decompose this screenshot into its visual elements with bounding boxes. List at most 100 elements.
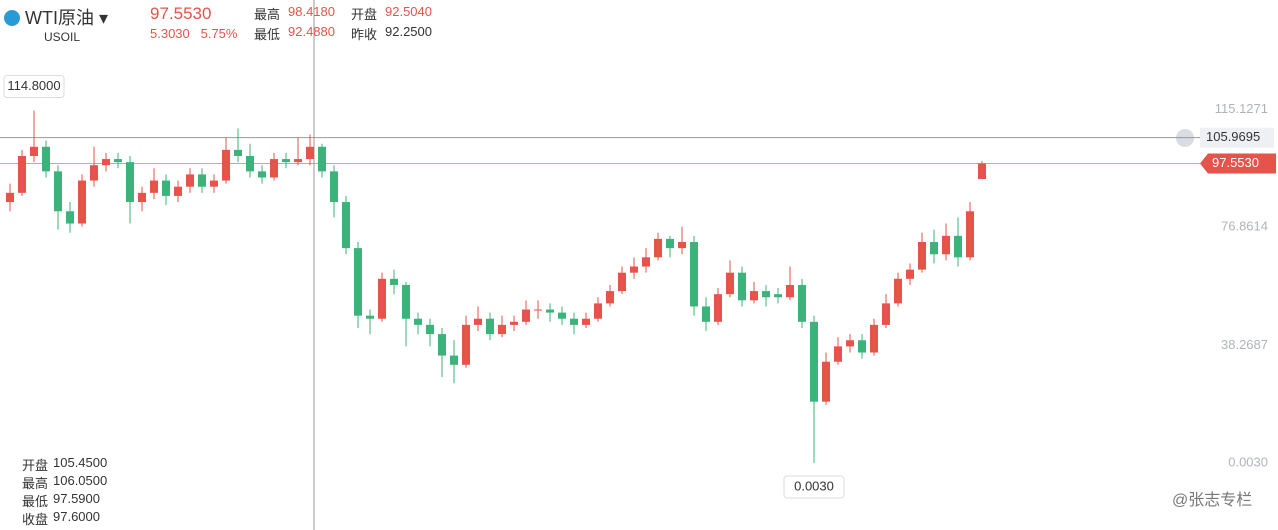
y-tick-label: 115.1271 — [1215, 101, 1268, 116]
stat-label: 开盘 — [351, 7, 378, 22]
candle-body — [534, 309, 542, 311]
candle-body — [102, 159, 110, 166]
ohlc-label: 最低 — [22, 494, 49, 509]
candle-body — [306, 146, 314, 160]
candle-body — [6, 192, 14, 203]
crosshair-price-box — [1200, 127, 1274, 148]
candle-body — [690, 241, 698, 307]
change: 5.3030 5.75% — [150, 26, 237, 41]
candle-body — [18, 155, 26, 193]
candle-body — [606, 291, 614, 304]
candle-body — [810, 321, 818, 402]
candle-body — [366, 315, 374, 319]
candle-body — [846, 340, 854, 347]
candle-body — [738, 272, 746, 301]
candle-body — [378, 278, 386, 319]
candle-body — [330, 171, 338, 203]
candle-body — [258, 171, 266, 178]
candle-body — [342, 202, 350, 249]
price-tag — [1200, 153, 1276, 174]
candle-body — [78, 180, 86, 224]
extreme-label-box — [783, 475, 845, 499]
stat-label: 最高 — [254, 7, 281, 22]
stat-label: 最低 — [254, 27, 281, 42]
candle-body — [246, 155, 254, 172]
candle-body — [978, 163, 986, 180]
candle-body — [402, 284, 410, 319]
candle-body — [774, 294, 782, 298]
candle-body — [642, 257, 650, 267]
candle-body — [234, 149, 242, 156]
candle-body — [942, 235, 950, 255]
stat-label: 昨收 — [351, 27, 378, 42]
candle-body — [702, 306, 710, 322]
y-tick-label: 0.0030 — [1228, 454, 1268, 469]
last-price: 97.5530 — [150, 4, 212, 23]
change-value: 5.3030 — [150, 26, 190, 41]
candle-body — [474, 318, 482, 325]
candle-body — [822, 361, 830, 402]
symbol-code: USOIL — [44, 30, 81, 44]
ohlc-label: 最高 — [22, 476, 49, 491]
candle-body — [798, 284, 806, 322]
candle-body — [294, 159, 302, 163]
candle-body — [714, 294, 722, 322]
candle-body — [54, 171, 62, 212]
candle-body — [282, 159, 290, 163]
candle-body — [162, 180, 170, 196]
extreme-label-box — [3, 75, 65, 99]
candle-body — [546, 309, 554, 313]
candle-body — [114, 159, 122, 163]
symbol-header[interactable]: WTI原油 ▾ — [4, 4, 108, 30]
candle-body — [510, 321, 518, 325]
candle-body — [438, 334, 446, 356]
candle-body — [318, 146, 326, 172]
candle-body — [270, 159, 278, 178]
ohlc-value: 97.6000 — [53, 509, 100, 524]
candle-body — [930, 241, 938, 255]
stat-value: 92.2500 — [385, 24, 432, 39]
candle-body — [66, 211, 74, 224]
ohlc-label: 收盘 — [22, 512, 49, 527]
candle-body — [414, 318, 422, 325]
candle-body — [966, 211, 974, 258]
candle-body — [126, 162, 134, 203]
candle-body — [726, 272, 734, 295]
candle-body — [558, 312, 566, 319]
candle-body — [426, 324, 434, 335]
y-tick-label: 76.8614 — [1221, 218, 1268, 233]
candle-body — [186, 174, 194, 187]
ohlc-value: 97.5900 — [53, 491, 100, 506]
candle-body — [630, 266, 638, 273]
candle-body — [894, 278, 902, 304]
change-pct: 5.75% — [200, 26, 238, 41]
candle-body — [786, 284, 794, 298]
candle-body — [954, 235, 962, 258]
candle-body — [570, 318, 578, 325]
extreme-label: 0.0030 — [794, 478, 834, 493]
candle-body — [618, 272, 626, 292]
candle-body — [834, 346, 842, 362]
candle-body — [42, 146, 50, 172]
extreme-label: 114.8000 — [7, 78, 60, 93]
candle-body — [450, 355, 458, 365]
stat-value: 92.4880 — [288, 24, 335, 39]
candle-body — [906, 269, 914, 279]
candle-body — [150, 180, 158, 193]
candle-body — [918, 241, 926, 270]
candle-body — [486, 318, 494, 335]
candle-body — [594, 303, 602, 319]
candle-body — [654, 238, 662, 258]
candle-body — [138, 192, 146, 203]
candle-body — [882, 303, 890, 325]
stat-value: 98.4180 — [288, 4, 335, 19]
candle-body — [210, 180, 218, 187]
candle-body — [750, 291, 758, 301]
candle-body — [462, 324, 470, 365]
symbol-icon — [4, 10, 20, 26]
candle-body — [762, 291, 770, 298]
ohlc-label: 开盘 — [22, 458, 49, 473]
candle-body — [222, 149, 230, 181]
